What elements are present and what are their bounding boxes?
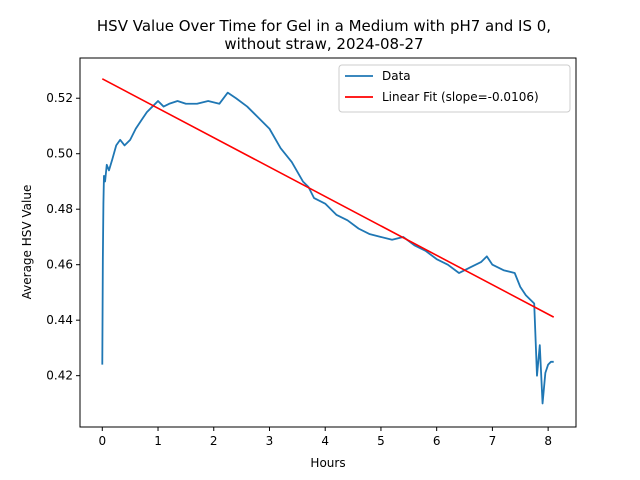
x-tick-label: 7 <box>489 434 497 448</box>
x-axis: 0 1 2 3 4 5 6 7 8 <box>98 427 552 448</box>
y-tick-label: 0.42 <box>46 369 73 383</box>
x-tick-label: 3 <box>266 434 274 448</box>
x-tick-label: 8 <box>544 434 552 448</box>
y-axis: 0.42 0.44 0.46 0.48 0.50 0.52 <box>46 91 80 383</box>
y-axis-label: Average HSV Value <box>20 185 34 300</box>
legend-box <box>338 64 571 113</box>
y-tick-label: 0.52 <box>46 91 73 105</box>
chart-title-line1: HSV Value Over Time for Gel in a Medium … <box>97 17 551 35</box>
series-layer <box>101 78 555 405</box>
legend-fit-label: Linear Fit (slope=-0.0106) <box>382 90 539 104</box>
legend: Data Linear Fit (slope=-0.0106) <box>338 64 571 113</box>
x-tick-label: 6 <box>433 434 441 448</box>
linear-fit-line <box>101 78 555 318</box>
x-tick-label: 2 <box>210 434 218 448</box>
x-axis-label: Hours <box>310 456 345 470</box>
y-tick-label: 0.44 <box>46 313 73 327</box>
plot-frame <box>79 57 577 428</box>
chart-title-line2: without straw, 2024-08-27 <box>224 35 423 53</box>
legend-data-label: Data <box>382 69 411 83</box>
data-series-line <box>101 91 554 405</box>
x-tick-label: 0 <box>98 434 106 448</box>
y-tick-label: 0.46 <box>46 258 73 272</box>
x-tick-label: 1 <box>154 434 162 448</box>
plot-area <box>101 78 555 405</box>
x-tick-label: 5 <box>377 434 385 448</box>
x-tick-label: 4 <box>321 434 329 448</box>
y-tick-label: 0.48 <box>46 202 73 216</box>
y-tick-label: 0.50 <box>46 147 73 161</box>
